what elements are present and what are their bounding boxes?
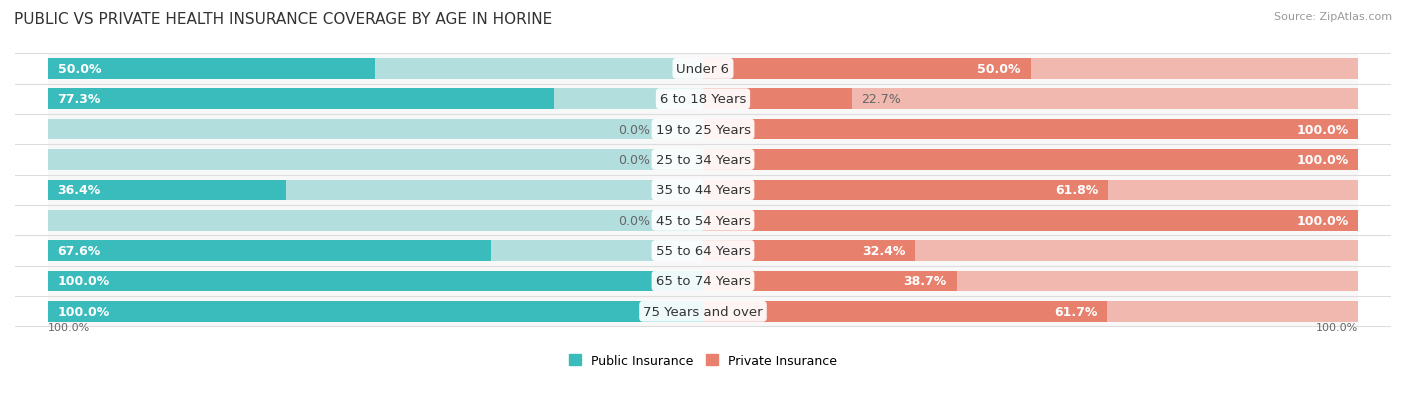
Text: 67.6%: 67.6% [58,244,101,257]
Text: 77.3%: 77.3% [58,93,101,106]
Text: 38.7%: 38.7% [904,275,946,288]
Bar [48,89,703,110]
Text: 55 to 64 Years: 55 to 64 Years [655,244,751,257]
Text: 22.7%: 22.7% [862,93,901,106]
Bar [703,89,852,110]
Bar [48,180,287,201]
Text: 50.0%: 50.0% [977,63,1021,76]
Bar [48,59,703,80]
Bar [48,115,1358,145]
Text: 25 to 34 Years: 25 to 34 Years [655,154,751,166]
Bar [703,241,915,261]
Bar [703,119,1358,140]
Bar [703,210,1358,231]
Text: 65 to 74 Years: 65 to 74 Years [655,275,751,288]
Bar [703,180,1108,201]
Bar [703,301,1358,322]
Bar [703,59,1031,80]
Bar [48,236,1358,266]
Bar [703,89,1358,110]
Bar [703,271,1358,292]
Bar [48,271,703,292]
Text: 61.7%: 61.7% [1054,305,1098,318]
Bar [48,206,1358,236]
Text: PUBLIC VS PRIVATE HEALTH INSURANCE COVERAGE BY AGE IN HORINE: PUBLIC VS PRIVATE HEALTH INSURANCE COVER… [14,12,553,27]
Text: 100.0%: 100.0% [1296,123,1348,136]
Text: 36.4%: 36.4% [58,184,101,197]
Text: 50.0%: 50.0% [58,63,101,76]
Bar [48,119,703,140]
Text: 35 to 44 Years: 35 to 44 Years [655,184,751,197]
Text: 100.0%: 100.0% [58,275,110,288]
Bar [48,54,1358,84]
Text: Source: ZipAtlas.com: Source: ZipAtlas.com [1274,12,1392,22]
Bar [703,150,1358,171]
Bar [48,180,703,201]
Bar [703,271,956,292]
Text: 0.0%: 0.0% [619,214,651,227]
Text: Under 6: Under 6 [676,63,730,76]
Text: 100.0%: 100.0% [1296,214,1348,227]
Bar [48,266,1358,297]
Text: 61.8%: 61.8% [1054,184,1098,197]
Bar [48,271,703,292]
Text: 100.0%: 100.0% [1316,322,1358,332]
Bar [48,84,1358,115]
Bar [48,210,703,231]
Text: 75 Years and over: 75 Years and over [643,305,763,318]
Text: 100.0%: 100.0% [48,322,90,332]
Bar [703,241,1358,261]
Bar [703,210,1358,231]
Legend: Public Insurance, Private Insurance: Public Insurance, Private Insurance [564,349,842,372]
Bar [703,150,1358,171]
Bar [48,59,375,80]
Bar [48,241,703,261]
Bar [703,119,1358,140]
Bar [48,297,1358,327]
Text: 100.0%: 100.0% [1296,154,1348,166]
Text: 45 to 54 Years: 45 to 54 Years [655,214,751,227]
Bar [48,301,703,322]
Text: 32.4%: 32.4% [862,244,905,257]
Text: 0.0%: 0.0% [619,154,651,166]
Text: 6 to 18 Years: 6 to 18 Years [659,93,747,106]
Text: 100.0%: 100.0% [58,305,110,318]
Bar [48,241,491,261]
Bar [48,150,703,171]
Bar [703,301,1108,322]
Bar [48,301,703,322]
Bar [48,175,1358,206]
Bar [703,180,1358,201]
Text: 19 to 25 Years: 19 to 25 Years [655,123,751,136]
Bar [48,145,1358,175]
Bar [48,89,554,110]
Text: 0.0%: 0.0% [619,123,651,136]
Bar [703,59,1358,80]
